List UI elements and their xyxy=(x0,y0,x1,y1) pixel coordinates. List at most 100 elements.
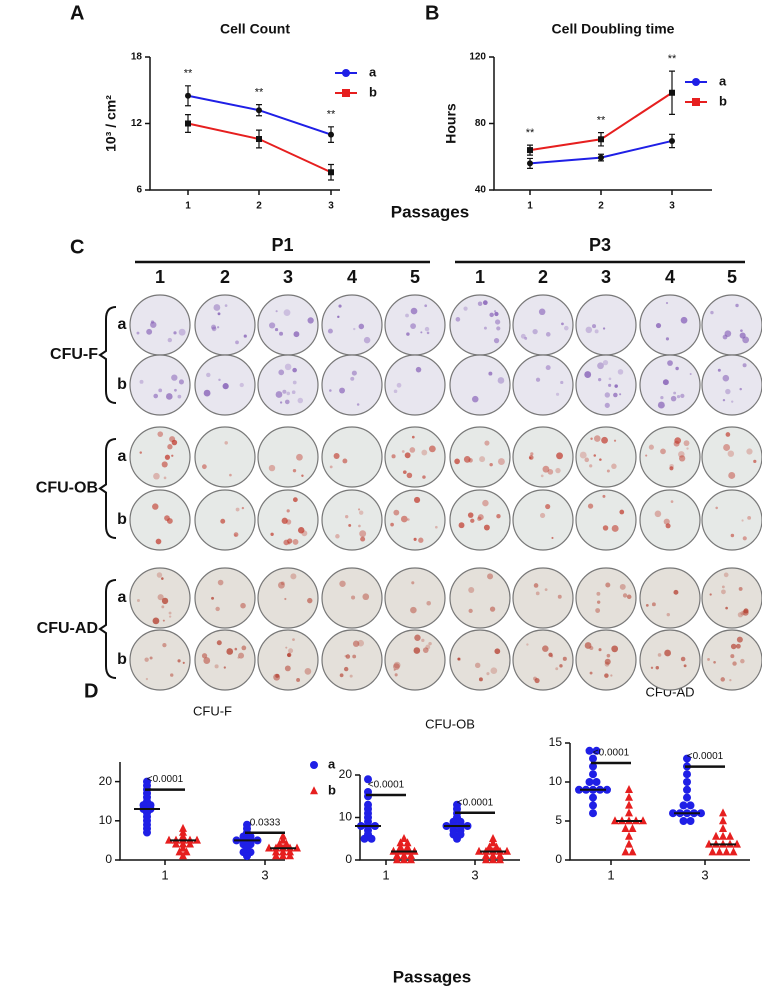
colony xyxy=(660,395,664,400)
plate xyxy=(384,567,446,629)
colony xyxy=(488,371,493,376)
colony xyxy=(524,336,528,340)
colony xyxy=(241,506,245,510)
colony xyxy=(239,382,244,388)
marker xyxy=(400,850,408,859)
plate xyxy=(639,567,701,629)
marker xyxy=(275,839,284,848)
colony xyxy=(162,619,165,622)
colony xyxy=(224,304,228,307)
colony xyxy=(651,602,656,607)
colony xyxy=(167,337,173,343)
plate xyxy=(512,629,574,691)
colony xyxy=(602,494,606,498)
colony xyxy=(158,388,163,393)
colony xyxy=(545,332,551,337)
colony xyxy=(606,469,610,473)
colony xyxy=(598,378,602,382)
column-label: 5 xyxy=(410,267,420,287)
colony xyxy=(482,300,488,306)
marker xyxy=(482,850,490,859)
marker xyxy=(598,136,604,143)
colony xyxy=(535,377,541,382)
row-label: CFU-AD xyxy=(37,620,98,637)
colony xyxy=(551,536,554,539)
marker xyxy=(185,120,191,127)
marker xyxy=(705,839,713,848)
colony xyxy=(410,307,418,315)
colony xyxy=(393,668,396,671)
marker xyxy=(719,824,727,832)
colony xyxy=(722,334,728,340)
colony xyxy=(337,315,340,319)
colony xyxy=(545,365,551,371)
colony xyxy=(329,389,332,392)
colony xyxy=(237,656,240,659)
colony xyxy=(497,458,505,466)
colony xyxy=(683,440,690,447)
colony xyxy=(235,507,240,512)
colony xyxy=(345,515,349,519)
colony xyxy=(201,464,207,470)
colony xyxy=(604,402,610,408)
plate xyxy=(384,489,446,551)
marker xyxy=(625,792,633,801)
colony xyxy=(291,390,296,395)
colony xyxy=(171,374,178,381)
marker xyxy=(628,847,637,856)
marker xyxy=(282,839,291,848)
colony xyxy=(538,308,546,316)
y-tick-label: 12 xyxy=(131,118,143,129)
colony xyxy=(594,329,599,334)
plate xyxy=(257,294,319,356)
marker xyxy=(719,831,727,840)
x-tick-label: 3 xyxy=(701,867,708,882)
colony xyxy=(626,594,632,600)
colony xyxy=(608,383,612,387)
colony xyxy=(561,322,564,326)
plate xyxy=(129,354,191,416)
colony xyxy=(739,387,742,391)
colony xyxy=(217,579,224,586)
colony xyxy=(201,653,208,659)
colony xyxy=(296,453,303,461)
colony xyxy=(235,340,239,345)
colony xyxy=(275,673,280,678)
colony xyxy=(717,368,721,372)
y-tick-label: 80 xyxy=(475,118,487,129)
legend-label: b xyxy=(369,84,377,99)
colony xyxy=(292,367,297,373)
colony xyxy=(339,387,345,394)
colony xyxy=(144,657,149,662)
marker xyxy=(683,785,691,794)
marker xyxy=(396,842,405,851)
colony xyxy=(268,464,276,472)
colony xyxy=(468,587,475,594)
marker xyxy=(603,785,611,794)
colony xyxy=(479,456,486,463)
marker xyxy=(496,850,504,859)
colony xyxy=(732,661,737,666)
significance: ** xyxy=(184,68,193,80)
colony xyxy=(528,455,534,460)
colony xyxy=(178,328,186,336)
colony xyxy=(285,646,288,649)
colony xyxy=(493,337,500,344)
colony xyxy=(669,466,674,471)
colony xyxy=(657,401,665,409)
colony xyxy=(168,611,172,615)
colony xyxy=(168,615,172,618)
colony xyxy=(404,452,411,459)
plate xyxy=(701,354,762,416)
colony xyxy=(489,606,496,612)
colony xyxy=(657,653,662,657)
marker xyxy=(719,808,727,817)
x-tick-label: 1 xyxy=(607,867,614,882)
colony xyxy=(358,323,365,330)
colony xyxy=(352,654,357,659)
colony xyxy=(353,327,356,331)
marker xyxy=(719,816,727,825)
colony xyxy=(584,642,592,649)
colony xyxy=(233,532,239,537)
colony xyxy=(477,301,483,307)
